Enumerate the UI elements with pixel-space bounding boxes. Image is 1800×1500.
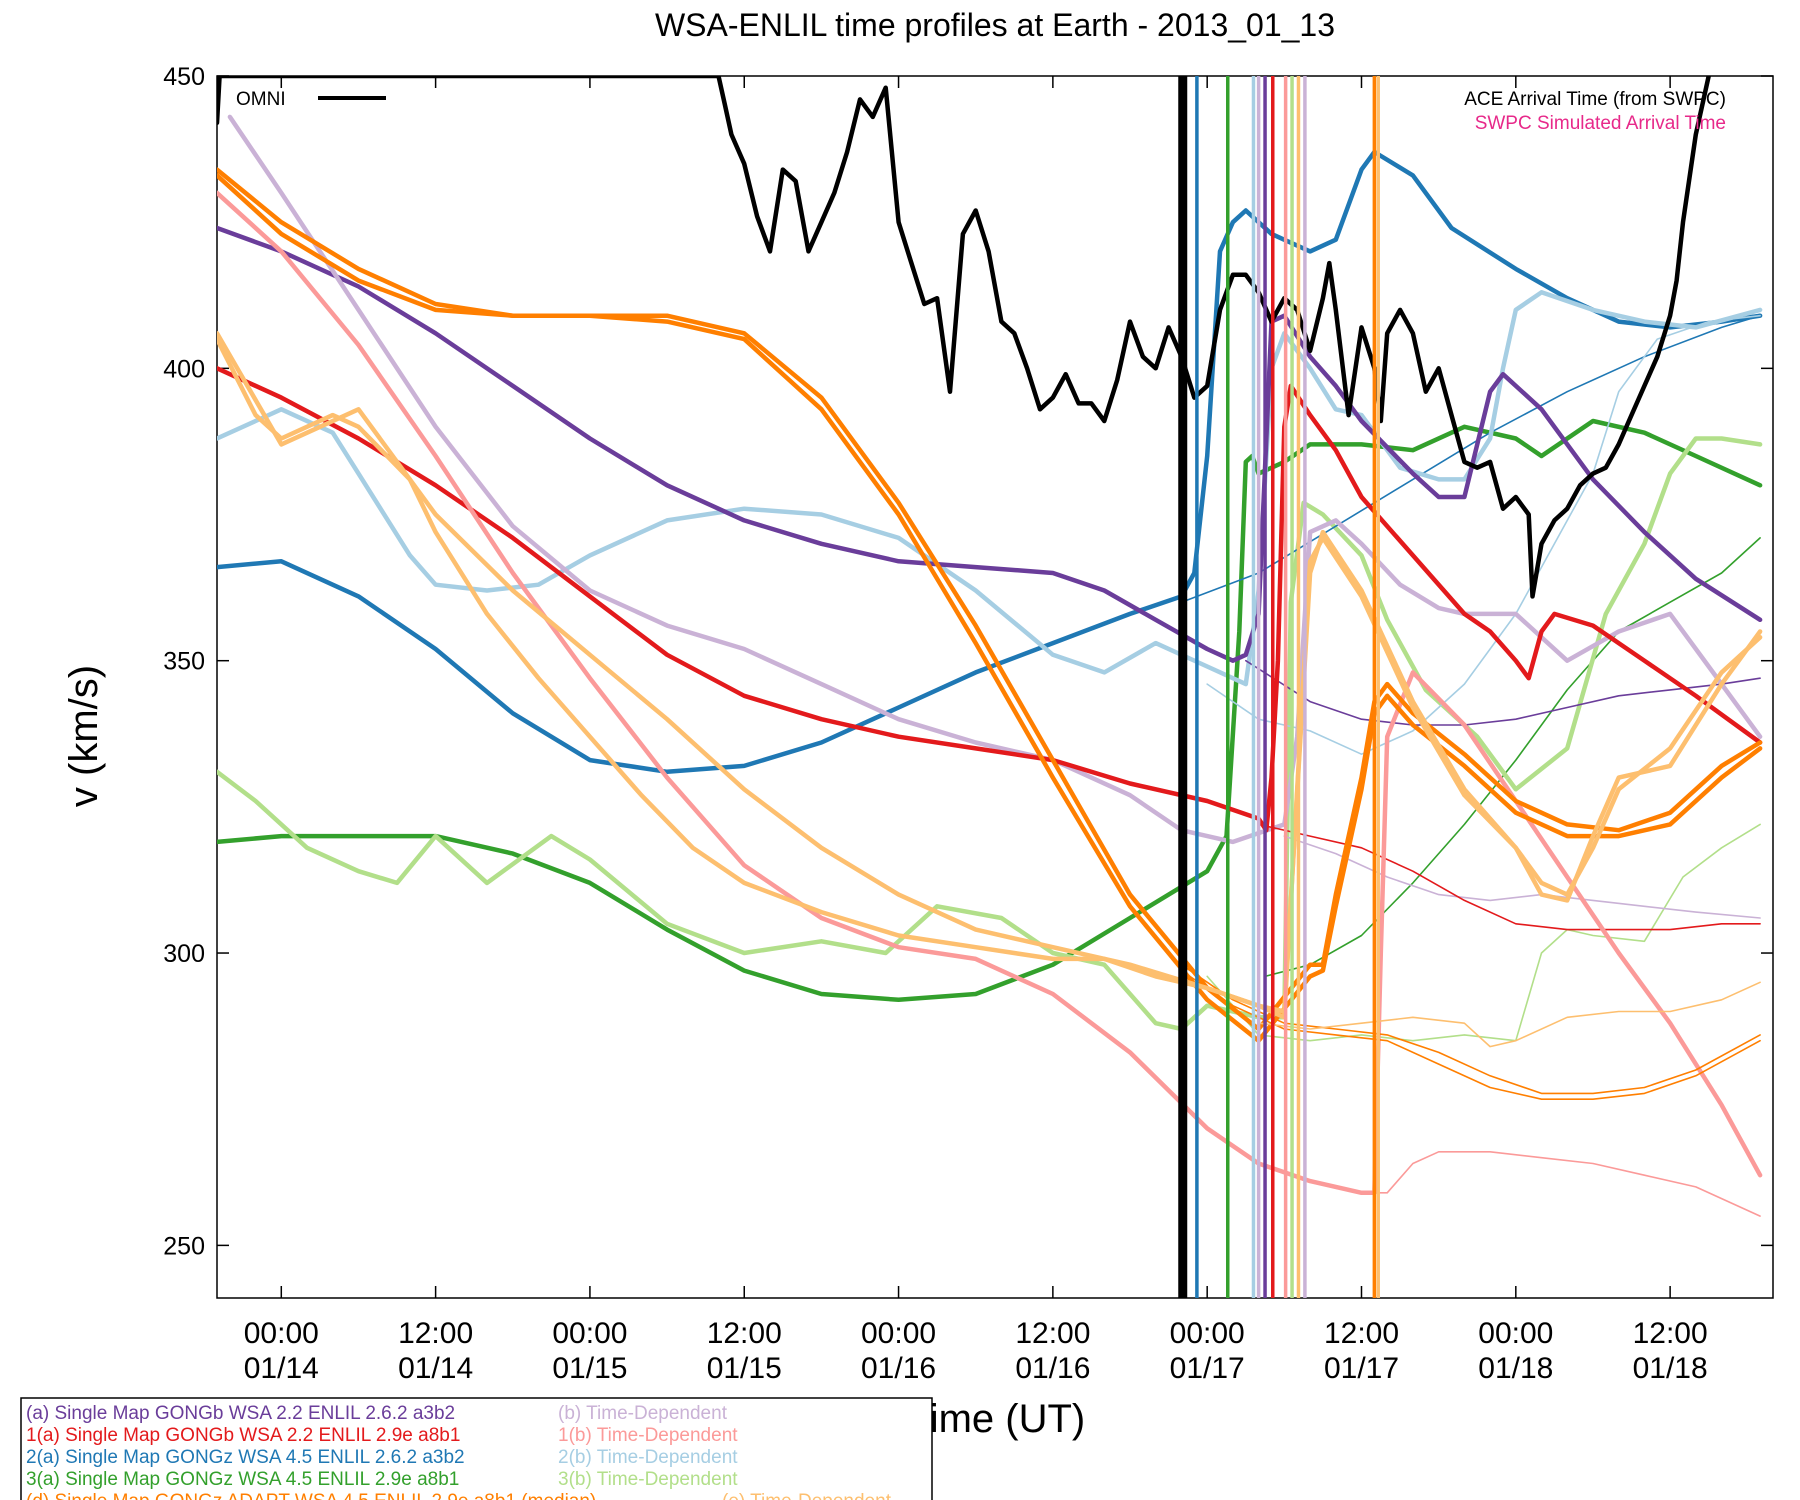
x-tick-date: 01/18 (1633, 1352, 1708, 1385)
plot-frame (216, 75, 1774, 1299)
legend-box (20, 1397, 933, 1500)
series-line-11 (1283, 835, 1761, 919)
omni-legend: OMNI (236, 89, 386, 110)
legend-entry: 2(a) Single Map GONGz WSA 4.5 ENLIL 2.6.… (26, 1447, 465, 1468)
series-line-14 (217, 190, 1763, 1196)
x-tick-time: 00:00 (1478, 1317, 1553, 1350)
legend-entry: (e) Time-Dependent (722, 1491, 892, 1500)
series-line-18 (1180, 963, 1761, 1095)
y-tick-label: 450 (163, 63, 205, 91)
x-tick-date: 01/17 (1170, 1352, 1245, 1385)
x-tick-date: 01/15 (552, 1352, 627, 1385)
series-line-12 (217, 366, 1763, 833)
arrival-lines (1178, 76, 1380, 1298)
y-axis: 250 300 350 400 450 (163, 63, 1773, 1260)
x-tick-time: 12:00 (1015, 1317, 1090, 1350)
x-tick-time: 00:00 (1170, 1317, 1245, 1350)
ace-arrival-label: ACE Arrival Time (from SWPC) (1464, 89, 1726, 110)
series-line-22 (1257, 981, 1761, 1048)
chart-title: WSA-ENLIL time profiles at Earth - 2013_… (655, 7, 1335, 43)
legend-entry: 2(b) Time-Dependent (558, 1447, 738, 1468)
x-tick-time: 00:00 (861, 1317, 936, 1350)
series-line-7 (1206, 314, 1761, 756)
arrival-legend: ACE Arrival Time (from SWPC) SWPC Simula… (1464, 89, 1726, 134)
legend-entry: 3(b) Time-Dependent (558, 1469, 738, 1490)
y-axis-label: v (km/s) (62, 665, 106, 807)
x-tick-time: 12:00 (1633, 1317, 1708, 1350)
x-tick-date: 01/16 (1015, 1352, 1090, 1385)
legend-entry: 1(a) Single Map GONGb WSA 2.2 ENLIL 2.9e… (26, 1425, 460, 1446)
x-tick-date: 01/17 (1324, 1352, 1399, 1385)
legend-entry: (a) Single Map GONGb WSA 2.2 ENLIL 2.6.2… (26, 1403, 455, 1424)
swpc-arrival-label: SWPC Simulated Arrival Time (1475, 113, 1726, 134)
x-tick-date: 01/14 (244, 1352, 319, 1385)
series-line-13 (1257, 823, 1761, 931)
x-tick-time: 12:00 (398, 1317, 473, 1350)
x-tick-time: 00:00 (244, 1317, 319, 1350)
x-tick-date: 01/14 (398, 1352, 473, 1385)
legend-entry: (d) Single Map GONGz ADAPT WSA 4.5 ENLIL… (26, 1491, 596, 1500)
series-line-15 (1360, 1151, 1761, 1217)
legend-entry: 3(a) Single Map GONGz WSA 4.5 ENLIL 2.9e… (26, 1469, 459, 1490)
omni-label: OMNI (236, 89, 286, 110)
x-axis: 00:0001/1412:0001/1400:0001/1512:0001/15… (244, 76, 1708, 1385)
legend-entry: (b) Time-Dependent (558, 1403, 728, 1424)
y-tick-label: 250 (163, 1232, 205, 1260)
series-line-10 (227, 114, 1763, 845)
y-tick-label: 300 (163, 940, 205, 968)
series-line-3 (1206, 823, 1761, 1042)
series-line-1 (1264, 537, 1761, 978)
legend-entry: 1(b) Time-Dependent (558, 1425, 738, 1446)
y-tick-label: 350 (163, 648, 205, 676)
x-tick-time: 12:00 (707, 1317, 782, 1350)
x-axis-label: Time (UT) (907, 1397, 1085, 1441)
series-line-6 (217, 290, 1763, 687)
x-tick-time: 12:00 (1324, 1317, 1399, 1350)
series-line-0 (217, 418, 1763, 1003)
x-tick-date: 01/15 (707, 1352, 782, 1385)
series-line-8 (217, 225, 1763, 663)
y-tick-label: 400 (163, 355, 205, 383)
series-line-23 (217, 76, 1711, 599)
x-tick-date: 01/16 (861, 1352, 936, 1385)
x-tick-time: 00:00 (552, 1317, 627, 1350)
x-tick-date: 01/18 (1478, 1352, 1553, 1385)
series-legend: (a) Single Map GONGb WSA 2.2 ENLIL 2.6.2… (20, 1397, 933, 1500)
